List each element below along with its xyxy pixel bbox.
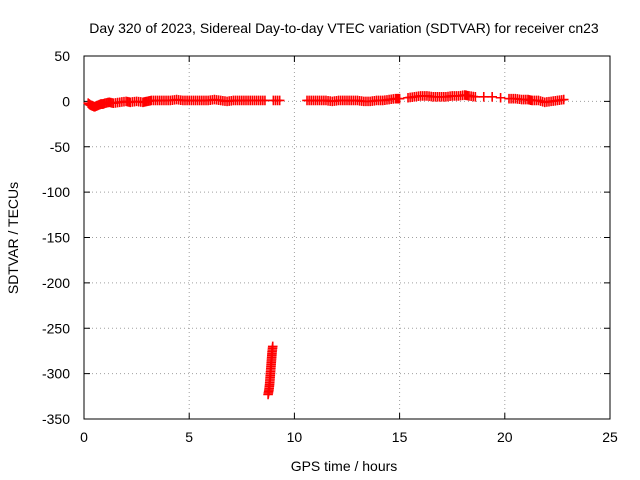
- x-tick-label: 15: [392, 429, 408, 445]
- x-tick-label: 0: [80, 429, 88, 445]
- x-tick-label: 20: [497, 429, 513, 445]
- marks-layer: [83, 90, 569, 400]
- y-tick-label: -250: [42, 320, 70, 336]
- data-point: [470, 92, 481, 102]
- plot-frame: [83, 55, 611, 420]
- y-tick-label: -50: [50, 139, 70, 155]
- y-tick-label: -100: [42, 184, 70, 200]
- x-tick-label: 10: [287, 429, 303, 445]
- data-point: [267, 341, 278, 352]
- data-point: [274, 95, 285, 106]
- y-tick-label: -150: [42, 230, 70, 246]
- y-axis-label: SDTVAR / TECUs: [5, 182, 21, 294]
- y-tick-label: 50: [54, 48, 70, 64]
- data-point: [394, 93, 405, 104]
- chart-title: Day 320 of 2023, Sidereal Day-to-day VTE…: [89, 20, 599, 36]
- x-axis-label: GPS time / hours: [291, 458, 398, 474]
- data-point: [260, 95, 270, 106]
- y-tick-label: -350: [42, 411, 70, 427]
- x-tick-label: 25: [602, 429, 618, 445]
- grid-layer: [84, 56, 610, 419]
- data-point: [487, 92, 497, 102]
- data-point: [495, 92, 506, 103]
- y-tick-label: -300: [42, 366, 70, 382]
- x-tick-label: 5: [185, 429, 193, 445]
- y-tick-label: -200: [42, 275, 70, 291]
- y-tick-label: 0: [62, 93, 70, 109]
- tick-layer: 0 5 10 15 20 25 50 0 -50 -100 -150 -200 -250 -300 -350: [42, 48, 618, 445]
- data-point: [558, 94, 569, 105]
- data-point: [478, 92, 489, 102]
